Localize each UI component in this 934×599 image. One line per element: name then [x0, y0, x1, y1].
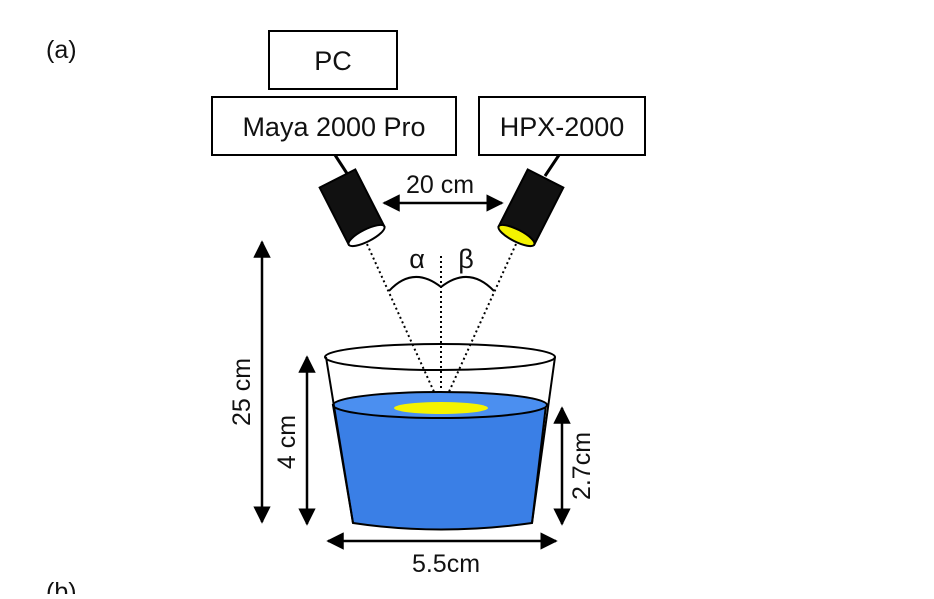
- beaker: [324, 343, 556, 531]
- hpx-probe-lens: [497, 223, 536, 248]
- maya-beam-line: [366, 243, 441, 406]
- beta-arc: [440, 275, 495, 292]
- maya-label: Maya 2000 Pro: [242, 112, 425, 142]
- bottom-width-label: 5.5cm: [412, 550, 480, 578]
- beaker-height-label: 4 cm: [273, 415, 301, 469]
- beta-label: β: [458, 244, 474, 274]
- hpx-beam-line: [442, 243, 517, 406]
- maya-box: Maya 2000 Pro: [211, 96, 457, 156]
- total-height-label: 25 cm: [228, 358, 256, 426]
- water-depth-label: 2.7cm: [568, 432, 596, 500]
- maya-cable: [333, 154, 350, 176]
- beaker-left-wall: [325, 356, 354, 524]
- water: [331, 404, 548, 531]
- pc-box: PC: [268, 30, 398, 90]
- alpha-label: α: [409, 244, 425, 274]
- hpx-label: HPX-2000: [500, 112, 625, 142]
- maya-probe: [318, 168, 386, 248]
- alpha-arc: [388, 275, 442, 292]
- beaker-rim: [324, 343, 556, 371]
- panel-label-b: (b): [46, 578, 77, 594]
- probe-spacing-label: 20 cm: [406, 171, 474, 199]
- beaker-right-wall: [531, 356, 556, 524]
- maya-probe-lens: [347, 223, 386, 248]
- panel-label-a: (a): [46, 36, 77, 64]
- hpx-probe: [497, 168, 565, 248]
- hpx-box: HPX-2000: [478, 96, 646, 156]
- light-spot: [394, 402, 488, 414]
- hpx-cable: [543, 154, 561, 177]
- pc-label: PC: [314, 46, 352, 76]
